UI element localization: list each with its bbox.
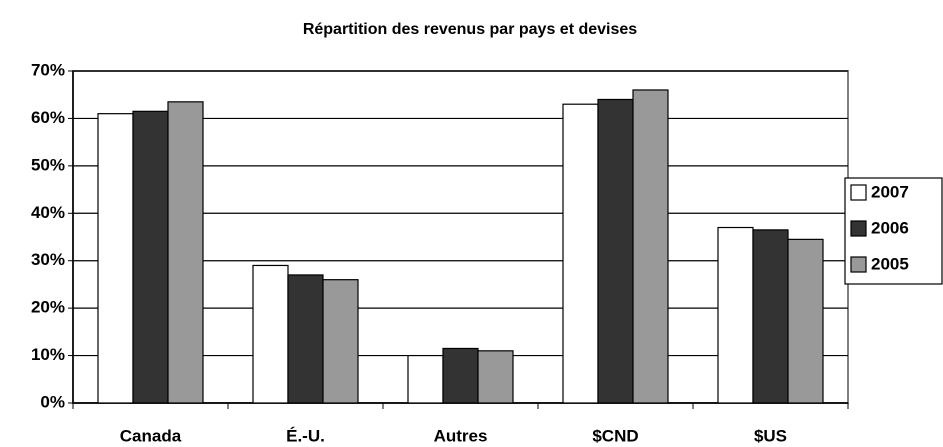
x-tick-label: $US: [754, 426, 787, 445]
bar: [132, 110, 169, 404]
bar: [442, 347, 479, 404]
legend-label: 2007: [871, 182, 909, 201]
bar: [287, 274, 324, 404]
bar: [252, 264, 289, 404]
bar: [787, 238, 824, 404]
bar: [632, 89, 669, 404]
bar: [597, 98, 634, 404]
bar: [322, 279, 359, 404]
chart-title: Répartition des revenus par pays et devi…: [303, 21, 637, 38]
bar: [717, 226, 754, 404]
y-tick-label: 70%: [31, 60, 65, 79]
y-tick-label: 0%: [40, 392, 65, 411]
x-tick-label: Canada: [120, 426, 182, 445]
bar: [477, 350, 514, 404]
x-tick-label: É.-U.: [286, 426, 325, 445]
y-tick-label: 60%: [31, 108, 65, 127]
bar: [562, 103, 599, 404]
legend-swatch: [850, 220, 867, 237]
x-tick-label: $CND: [592, 426, 638, 445]
bar: [167, 101, 204, 404]
bar: [97, 113, 134, 404]
bar: [752, 229, 789, 404]
legend-label: 2006: [871, 218, 909, 237]
y-tick-label: 30%: [31, 250, 65, 269]
bar: [407, 354, 444, 404]
y-tick-label: 40%: [31, 203, 65, 222]
y-tick-label: 50%: [31, 155, 65, 174]
x-tick-label: Autres: [434, 426, 488, 445]
legend-swatch: [850, 184, 867, 201]
y-tick-label: 20%: [31, 298, 65, 317]
y-tick-label: 10%: [31, 345, 65, 364]
legend-swatch: [850, 256, 867, 273]
legend-label: 2005: [871, 254, 909, 273]
